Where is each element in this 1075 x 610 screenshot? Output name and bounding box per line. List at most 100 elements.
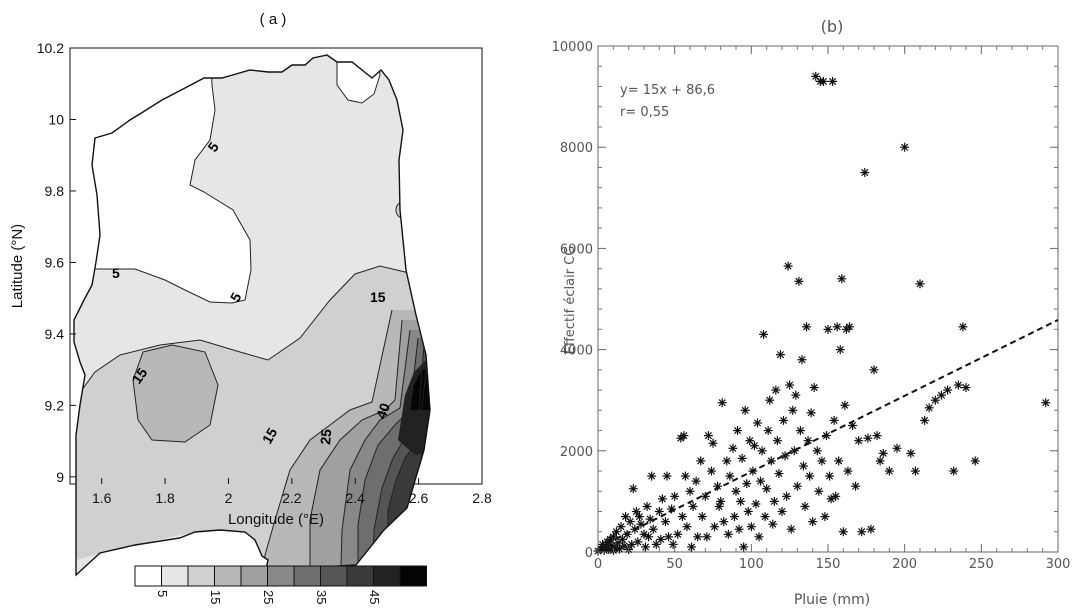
scatter-point (691, 476, 701, 486)
scatter-point (634, 512, 644, 522)
scatter-point (915, 279, 925, 289)
scatter-point (805, 471, 815, 481)
scatter-point (644, 532, 654, 542)
colorbar-swatch (293, 565, 321, 587)
contour-label: 15 (370, 289, 386, 305)
contour-label: 15 (259, 425, 281, 447)
colorbar-swatch (240, 565, 268, 587)
map-y-tick-label: 10 (48, 111, 64, 127)
scatter-point (823, 324, 833, 334)
scatter-point (958, 322, 968, 332)
scatter-point (825, 471, 835, 481)
scatter-point (792, 481, 802, 491)
scatter-y-tick-label: 8000 (560, 141, 593, 156)
scatter-point (857, 527, 867, 537)
scatter-title: (b) (821, 17, 844, 36)
scatter-y-tick-label: 4000 (560, 344, 593, 359)
scatter-point (725, 471, 735, 481)
colorbar-label: 15 (208, 590, 223, 604)
scatter-point (970, 456, 980, 466)
colorbar-label: 5 (155, 590, 170, 597)
scatter-point (756, 476, 766, 486)
scatter-point (838, 527, 848, 537)
scatter-point (785, 380, 795, 390)
scatter-point (749, 441, 759, 451)
scatter-point (654, 507, 664, 517)
scatter-point (685, 486, 695, 496)
scatter-point (774, 469, 784, 479)
scatter-point (803, 436, 813, 446)
colorbar-swatch (214, 565, 242, 587)
contour-map-panel: ( a ) (9, 11, 492, 604)
scatter-point (772, 436, 782, 446)
scatter-point (834, 456, 844, 466)
scatter-point (936, 390, 946, 400)
scatter-point (648, 524, 658, 534)
scatter-point (752, 418, 762, 428)
scatter-point (765, 395, 775, 405)
colorbar-swatch (187, 565, 215, 587)
scatter-point (657, 494, 667, 504)
scatter-point (746, 522, 756, 532)
scatter-point (831, 491, 841, 501)
scatter-y-axis-label: Effectif éclair CG (563, 246, 578, 355)
map-x-tick-label: 1.8 (155, 490, 175, 506)
scatter-point (875, 456, 885, 466)
scatter-point (619, 541, 629, 551)
scatter-point (786, 524, 796, 534)
scatter-x-tick-label: 150 (816, 557, 841, 572)
scatter-point (854, 436, 864, 446)
map-y-tick-label: 9.2 (45, 397, 65, 413)
map-x-tick-label: 1.6 (92, 490, 112, 506)
scatter-point (759, 329, 769, 339)
scatter-point (795, 426, 805, 436)
map-x-tick-label: 2.8 (472, 490, 492, 506)
scatter-point (789, 446, 799, 456)
scatter-point (697, 512, 707, 522)
scatter-point (688, 501, 698, 511)
scatter-point (710, 522, 720, 532)
map-y-axis-label: Latitude (°N) (9, 224, 26, 308)
scatter-point (662, 471, 672, 481)
scatter-y-tick-label: 6000 (560, 242, 593, 257)
scatter-panel: (b) 0 50 100 150 200 250 300 0 2000 4000 6000 8000 1… (552, 17, 1071, 608)
scatter-point (835, 345, 845, 355)
scatter-point (641, 542, 651, 552)
scatter-point (884, 466, 894, 476)
scatter-point (677, 512, 687, 522)
scatter-point (625, 517, 635, 527)
scatter-point (892, 443, 902, 453)
contour-label: 40 (373, 401, 393, 421)
map-axes: 1.6 1.8 2 2.2 2.4 2.6 2.8 9 9.2 9.4 9.6 9.8 10 10.2 (37, 40, 492, 506)
scatter-point (751, 499, 761, 509)
scatter-point (840, 400, 850, 410)
scatter-point (636, 519, 646, 529)
scatter-y-tick-label: 10000 (552, 40, 593, 55)
scatter-point (656, 534, 666, 544)
scatter-point (719, 517, 729, 527)
scatter-point (769, 496, 779, 506)
scatter-point (777, 507, 787, 517)
scatter-point (821, 431, 831, 441)
scatter-point (829, 415, 839, 425)
scatter-point (814, 486, 824, 496)
scatter-point (780, 451, 790, 461)
scatter-point (667, 504, 677, 514)
scatter-point (844, 322, 854, 332)
colorbar-swatch (161, 565, 189, 587)
map-x-tick-label: 2.4 (345, 490, 365, 506)
scatter-point (708, 438, 718, 448)
scatter-point (869, 365, 879, 375)
scatter-point (828, 76, 838, 86)
scatter-point (742, 479, 752, 489)
scatter-point (731, 486, 741, 496)
map-y-tick-label: 9.8 (45, 183, 65, 199)
scatter-point (779, 415, 789, 425)
scatter-point (763, 426, 773, 436)
scatter-x-tick-label: 0 (594, 557, 602, 572)
map-x-tick-label: 2.6 (409, 490, 429, 506)
map-contour-lines (74, 55, 430, 578)
scatter-x-tick-label: 250 (969, 557, 994, 572)
regression-equation: y= 15x + 86,6 (620, 83, 715, 98)
